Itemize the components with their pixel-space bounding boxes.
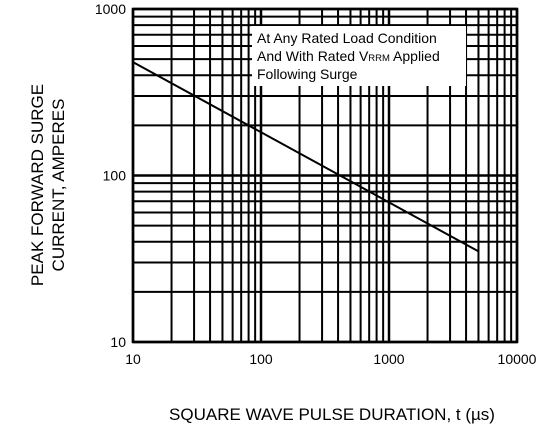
tick-labels: 10 100 1000 10000 10 100 1000 [95,1,537,367]
y-axis-title-line-1: PEAK FORWARD SURGE [28,84,47,286]
y-axis-title-line-2: CURRENT, AMPERES [49,99,68,272]
annotation-line-2-start: And With Rated V [257,48,369,64]
x-tick-label: 10000 [498,351,537,367]
y-tick-label: 100 [103,168,127,184]
plot-frame [131,7,519,344]
annotation-box: At Any Rated Load Condition And With Rat… [252,26,466,86]
annotation-background [252,26,466,86]
annotation-line-2-subscript: RRM [368,53,390,64]
annotation-line-1: At Any Rated Load Condition [257,30,437,46]
x-axis-title: SQUARE WAVE PULSE DURATION, t (µs) [169,405,495,424]
y-tick-label: 1000 [95,1,126,17]
x-tick-label: 100 [249,351,273,367]
annotation-line-3: Following Surge [257,66,358,82]
x-tick-label: 1000 [373,351,404,367]
series-line-1 [132,61,479,253]
plot-marks [132,61,479,253]
x-tick-label: 10 [125,351,141,367]
annotation-line-2: And With Rated VRRM Applied [257,48,440,64]
y-tick-label: 10 [110,334,126,350]
annotation-line-2-end: Applied [390,48,440,64]
